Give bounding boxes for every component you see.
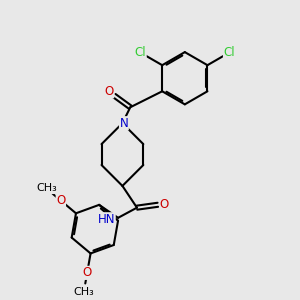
Text: CH₃: CH₃ bbox=[36, 184, 57, 194]
Text: O: O bbox=[160, 198, 169, 211]
Text: O: O bbox=[104, 85, 114, 98]
Text: Cl: Cl bbox=[224, 46, 235, 59]
Text: N: N bbox=[119, 117, 128, 130]
Text: CH₃: CH₃ bbox=[74, 287, 94, 297]
Text: HN: HN bbox=[98, 213, 115, 226]
Text: Cl: Cl bbox=[134, 46, 146, 59]
Text: O: O bbox=[56, 194, 65, 207]
Text: O: O bbox=[82, 266, 92, 279]
